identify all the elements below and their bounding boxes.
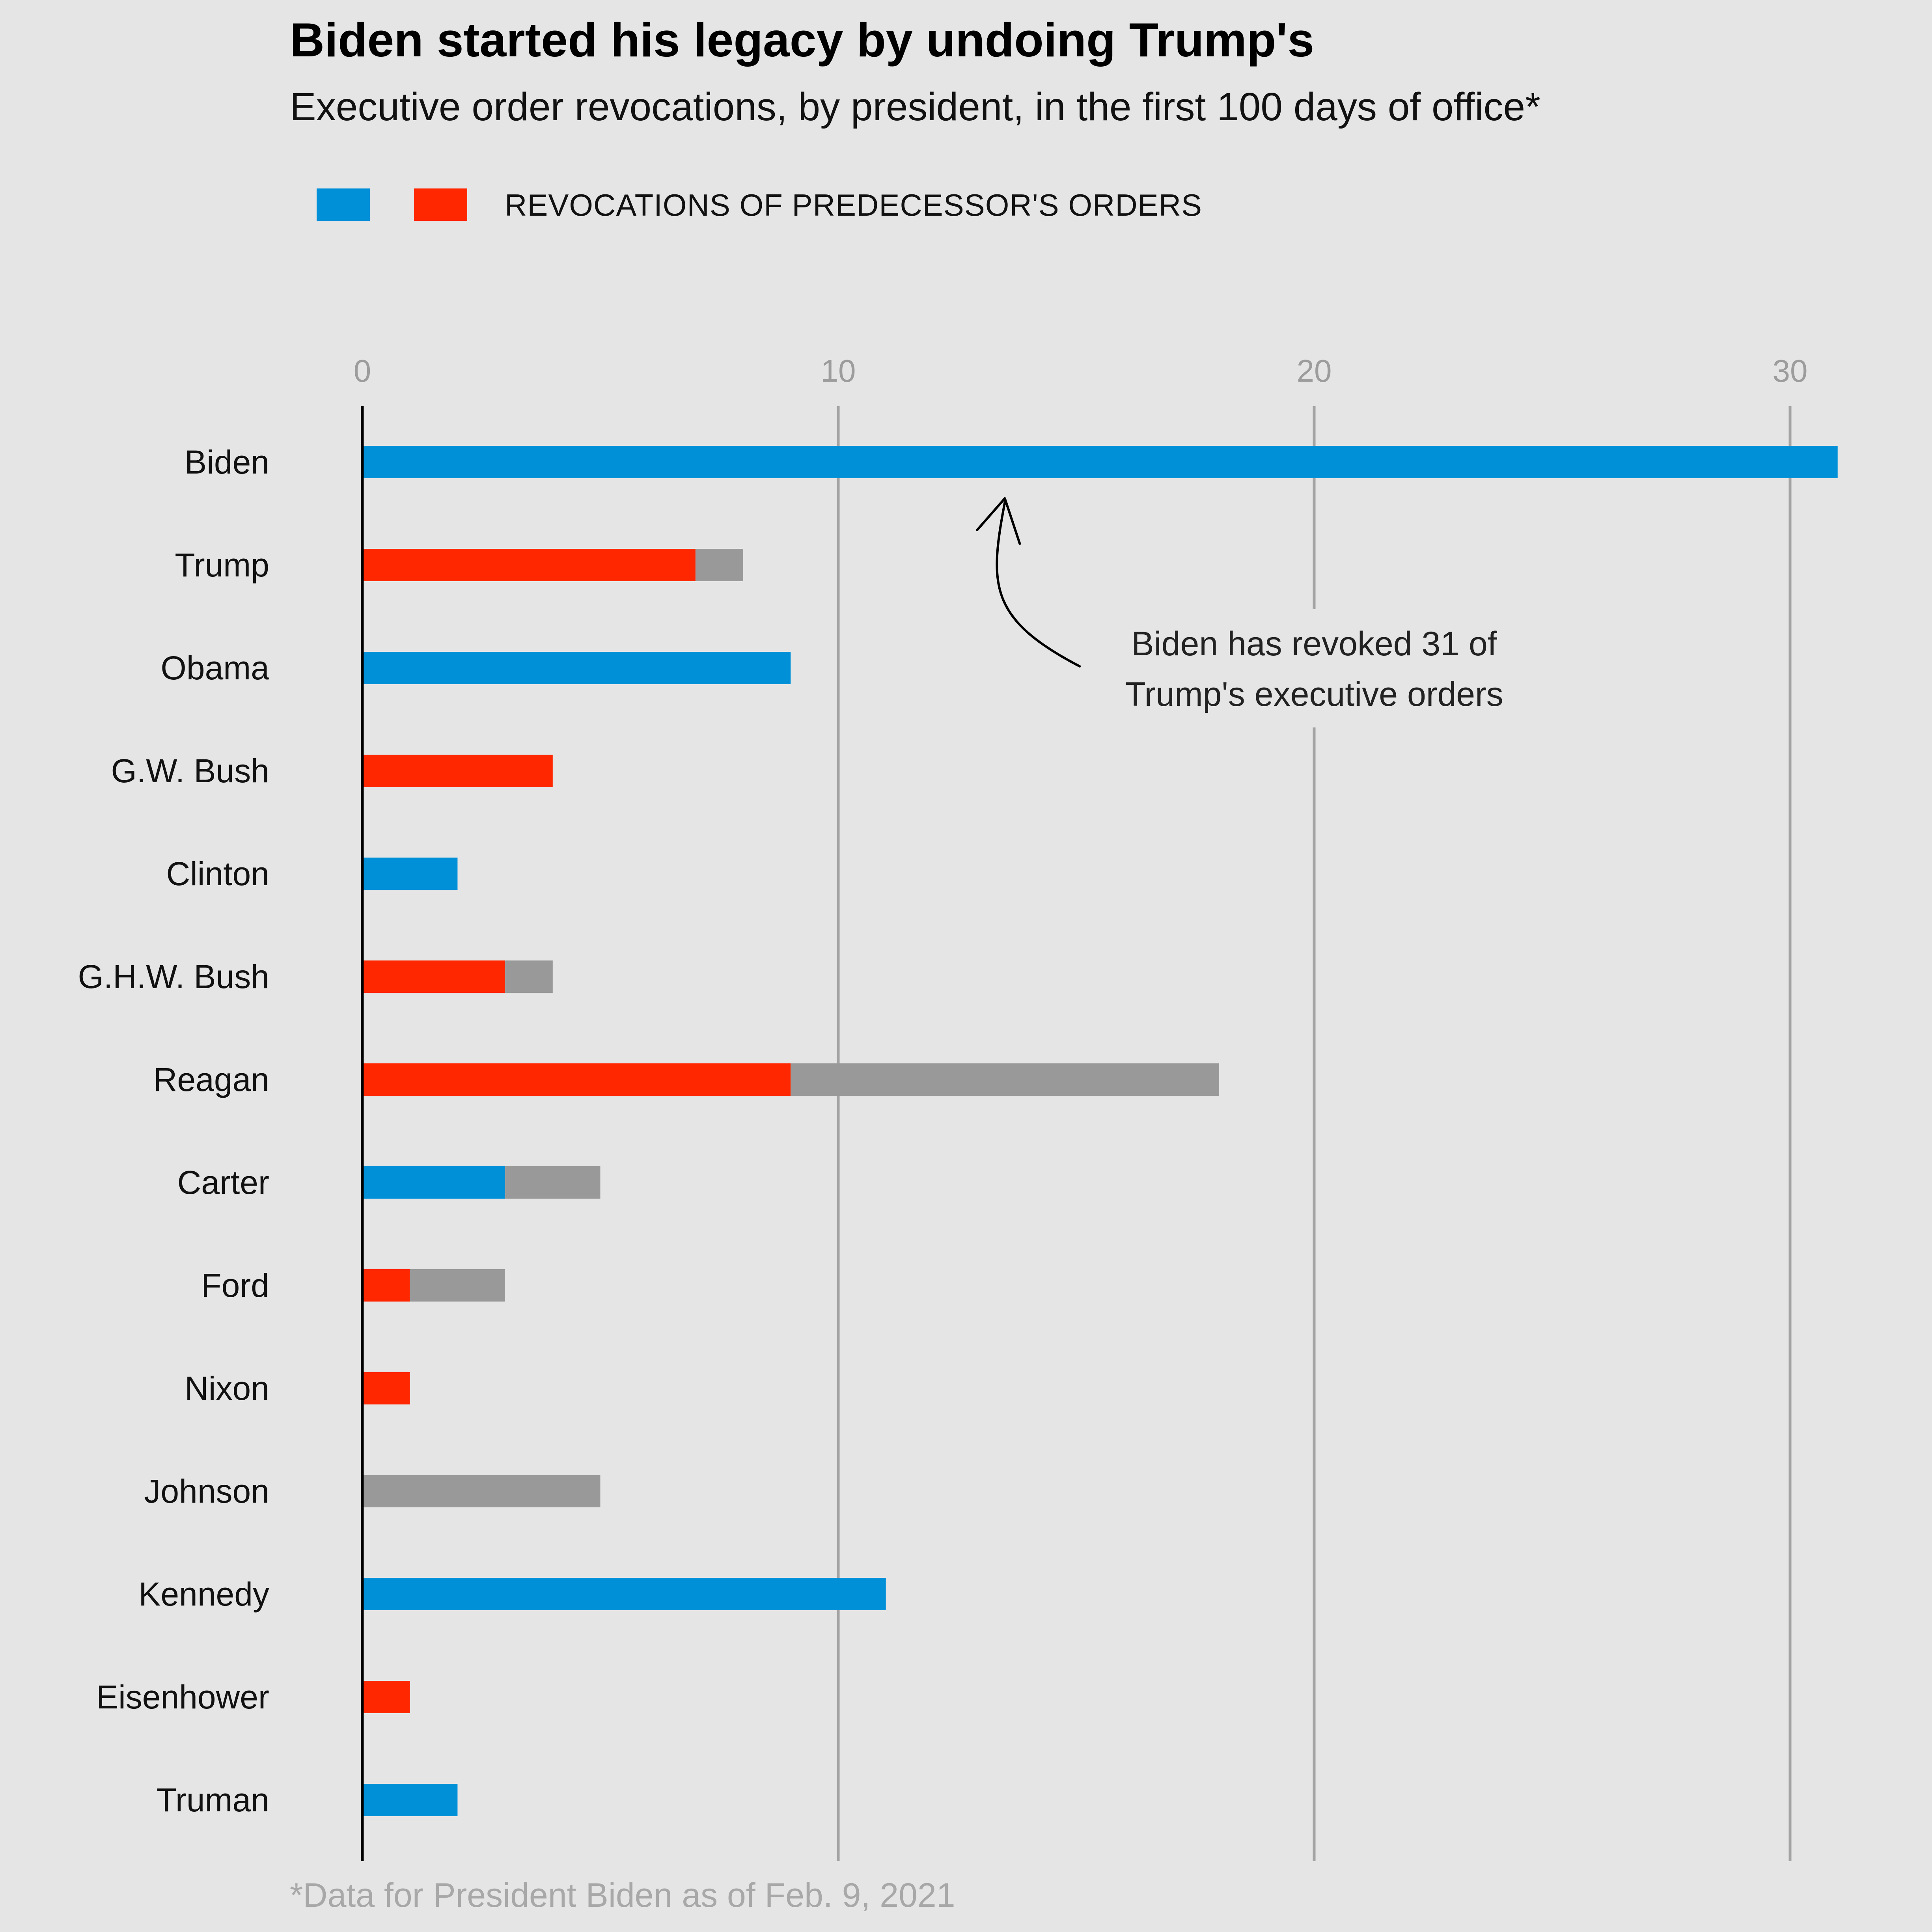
bar-clinton-segment-0 — [362, 858, 458, 890]
bar-reagan-segment-2 — [791, 1063, 1219, 1096]
legend-swatch-red — [414, 188, 467, 221]
x-axis-ticks: 0 10 20 30 — [354, 353, 1808, 388]
annotation-arrow — [996, 501, 1081, 668]
y-axis-categories: Biden Trump Obama G.W. Bush Clinton G.H.W. Bu… — [78, 444, 270, 1818]
bar-reagan-segment-1 — [362, 1063, 791, 1096]
category-label: Reagan — [153, 1061, 269, 1098]
annotation-line-2: Trump's executive orders — [1125, 675, 1503, 713]
bar-obama-segment-0 — [362, 652, 791, 684]
category-label: G.H.W. Bush — [78, 958, 269, 995]
annotation-arrowhead — [976, 497, 1021, 545]
category-label: Carter — [177, 1164, 269, 1201]
annotation-line-1: Biden has revoked 31 of — [1131, 625, 1497, 663]
annotation: Biden has revoked 31 of Trump's executiv… — [976, 497, 1523, 727]
x-tick-label-30: 30 — [1773, 353, 1808, 388]
bar-ford-segment-2 — [410, 1269, 505, 1302]
bar-g-w-bush-segment-1 — [362, 755, 553, 787]
legend-label: REVOCATIONS OF PREDECESSOR'S ORDERS — [505, 188, 1202, 222]
category-label: G.W. Bush — [111, 752, 269, 789]
bar-g-h-w-bush-segment-1 — [362, 960, 505, 993]
bar-trump-segment-1 — [362, 549, 696, 581]
bar-g-h-w-bush-segment-2 — [505, 960, 553, 993]
chart-subtitle: Executive order revocations, by presiden… — [290, 85, 1540, 129]
chart-title: Biden started his legacy by undoing Trum… — [290, 13, 1314, 67]
x-tick-label-20: 20 — [1297, 353, 1332, 388]
category-label: Obama — [161, 649, 270, 686]
bars — [362, 446, 1838, 1816]
category-label: Kennedy — [138, 1576, 269, 1613]
bar-biden-segment-0 — [362, 446, 1838, 478]
category-label: Eisenhower — [96, 1678, 269, 1716]
bar-johnson-segment-2 — [362, 1475, 600, 1507]
annotation-background — [1105, 609, 1523, 727]
category-label: Trump — [175, 546, 269, 584]
category-label: Nixon — [185, 1370, 269, 1407]
bar-carter-segment-2 — [505, 1166, 600, 1199]
bar-nixon-segment-1 — [362, 1372, 410, 1404]
bar-ford-segment-1 — [362, 1269, 410, 1302]
legend-swatch-blue — [317, 188, 370, 221]
category-label: Ford — [201, 1267, 269, 1304]
x-tick-label-0: 0 — [354, 353, 371, 388]
category-label: Johnson — [144, 1473, 269, 1510]
footnote: *Data for President Biden as of Feb. 9, … — [290, 1876, 955, 1914]
category-label: Clinton — [166, 855, 269, 892]
category-label: Biden — [185, 444, 269, 481]
bar-eisenhower-segment-1 — [362, 1681, 410, 1713]
bar-carter-segment-0 — [362, 1166, 505, 1199]
x-tick-label-10: 10 — [821, 353, 856, 388]
legend: REVOCATIONS OF PREDECESSOR'S ORDERS — [317, 188, 1202, 222]
bar-kennedy-segment-0 — [362, 1578, 886, 1610]
bar-trump-segment-2 — [695, 549, 743, 581]
category-label: Truman — [157, 1781, 269, 1818]
bar-truman-segment-0 — [362, 1784, 458, 1816]
